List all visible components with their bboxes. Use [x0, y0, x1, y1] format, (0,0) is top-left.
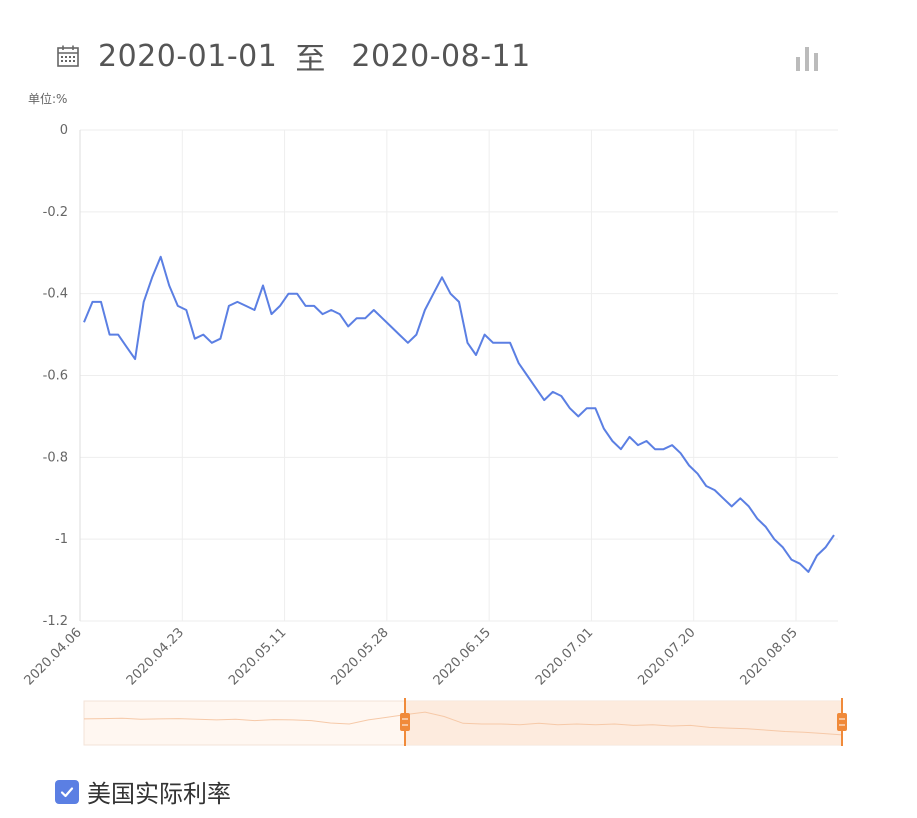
series-line [83, 255, 835, 573]
date-separator: 至 [295, 42, 326, 77]
bar-chart-icon[interactable] [794, 45, 822, 73]
start-date[interactable]: 2020-01-01 [98, 38, 278, 74]
zoom-handle-grip[interactable] [837, 713, 847, 731]
x-tick-label: 2020.04.06 [22, 625, 85, 688]
check-icon [60, 786, 74, 797]
zoom-slider-selection[interactable] [405, 701, 842, 745]
legend-item[interactable]: 美国实际利率 [55, 774, 231, 809]
x-tick-label: 2020.05.28 [328, 625, 391, 688]
zoom-handle-grip[interactable] [400, 713, 410, 731]
y-tick-label: -0.4 [43, 287, 68, 302]
zoom-preview-line [83, 711, 843, 736]
calendar-icon[interactable] [56, 44, 80, 68]
y-tick-label: 0 [60, 123, 68, 138]
x-tick-label: 2020.05.11 [226, 625, 289, 688]
y-tick-label: -1 [55, 532, 68, 547]
x-tick-label: 2020.04.23 [124, 625, 187, 688]
unit-label: 单位:% [28, 92, 68, 106]
y-tick-label: -0.2 [43, 205, 68, 220]
zoom-handle-right[interactable] [837, 698, 847, 746]
zoom-handle-left[interactable] [400, 698, 410, 746]
y-tick-label: -0.6 [43, 369, 68, 384]
x-tick-label: 2020.08.05 [738, 625, 801, 688]
x-tick-label: 2020.07.01 [533, 625, 596, 688]
y-tick-label: -1.2 [43, 614, 68, 629]
y-tick-label: -0.8 [43, 450, 68, 465]
legend-label: 美国实际利率 [87, 780, 231, 808]
x-tick-label: 2020.06.15 [431, 625, 494, 688]
date-range-header: 2020-01-01 至 2020-08-11 [56, 36, 531, 77]
end-date[interactable]: 2020-08-11 [351, 38, 531, 74]
legend-checkbox[interactable] [55, 779, 79, 804]
x-tick-label: 2020.07.20 [635, 625, 698, 688]
